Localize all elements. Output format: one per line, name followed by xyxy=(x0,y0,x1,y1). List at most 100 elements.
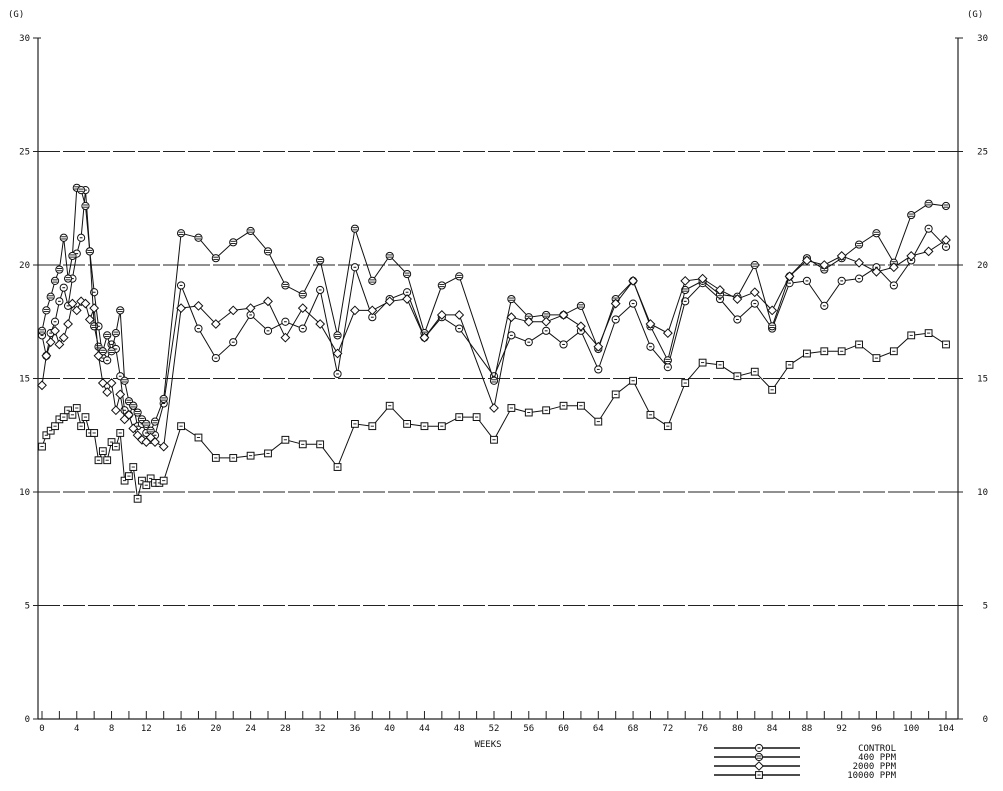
marker-shape xyxy=(367,305,378,316)
marker-shape xyxy=(124,409,134,420)
marker-shape xyxy=(419,332,430,343)
data-point xyxy=(103,356,112,365)
data-point xyxy=(103,331,112,340)
marker-shape xyxy=(63,319,73,329)
marker-shape xyxy=(115,389,126,400)
data-point xyxy=(419,332,430,343)
marker-shape xyxy=(111,329,120,338)
data-point xyxy=(64,406,72,415)
data-point xyxy=(854,274,864,283)
data-point xyxy=(489,376,499,385)
data-point xyxy=(437,422,446,431)
x-tick-label: 80 xyxy=(732,724,743,734)
data-point xyxy=(368,422,377,431)
marker-shape xyxy=(150,437,160,447)
marker-shape xyxy=(90,322,99,331)
marker-shape xyxy=(107,347,116,356)
data-point xyxy=(58,332,69,343)
marker-shape xyxy=(923,246,934,257)
data-point xyxy=(229,454,238,462)
data-point xyxy=(872,354,881,362)
data-point xyxy=(836,251,847,261)
data-point xyxy=(102,387,113,398)
data-point xyxy=(558,310,569,320)
data-point xyxy=(80,298,91,309)
data-point xyxy=(523,316,534,327)
data-point xyxy=(116,429,125,437)
legend-marker xyxy=(755,771,763,779)
data-point xyxy=(229,338,238,347)
data-point xyxy=(611,390,620,399)
data-point xyxy=(350,224,360,233)
data-point xyxy=(837,347,846,356)
data-point xyxy=(263,326,273,335)
data-point xyxy=(542,310,551,320)
data-point xyxy=(229,238,238,247)
marker-shape xyxy=(384,296,395,307)
data-point xyxy=(77,422,86,431)
y-tick-label-right: 20 xyxy=(977,261,988,271)
data-point xyxy=(506,312,517,323)
data-point xyxy=(116,306,125,315)
data-point xyxy=(854,240,864,249)
data-point xyxy=(68,251,77,261)
marker-shape xyxy=(128,423,139,434)
marker-shape xyxy=(158,441,169,452)
marker-shape xyxy=(455,272,464,281)
y-tick-label-left: 10 xyxy=(19,488,30,498)
marker-shape xyxy=(80,298,91,309)
data-point xyxy=(115,389,126,400)
data-point xyxy=(593,341,604,352)
data-point xyxy=(50,325,60,336)
legend-marker xyxy=(754,752,764,762)
data-point xyxy=(489,403,499,413)
marker-shape xyxy=(732,294,743,304)
data-point xyxy=(333,463,342,471)
data-point xyxy=(264,449,272,458)
data-point xyxy=(280,332,291,343)
data-point xyxy=(103,456,112,465)
x-tick-label: 88 xyxy=(802,724,813,734)
data-point xyxy=(210,319,221,329)
y-tick-label-left: 30 xyxy=(19,34,30,44)
data-point xyxy=(316,440,325,449)
data-point xyxy=(142,481,151,490)
data-point xyxy=(646,410,655,419)
data-point xyxy=(888,262,899,273)
x-tick-label: 28 xyxy=(280,724,291,734)
data-point xyxy=(316,285,325,295)
marker-shape xyxy=(662,328,673,339)
data-point xyxy=(594,417,603,426)
marker-shape xyxy=(116,306,125,315)
marker-shape xyxy=(194,233,203,242)
y-tick-label-left: 20 xyxy=(19,261,30,271)
marker-shape xyxy=(97,378,108,388)
marker-shape xyxy=(941,201,951,211)
data-point xyxy=(611,315,620,324)
x-tick-label: 48 xyxy=(454,724,465,734)
data-point xyxy=(45,337,56,348)
data-point xyxy=(176,303,186,314)
data-point xyxy=(59,283,68,292)
y-tick-label-left: 25 xyxy=(19,148,30,158)
data-point xyxy=(142,419,151,428)
y-tick-label-right: 5 xyxy=(983,602,988,612)
data-point xyxy=(384,296,395,307)
data-point xyxy=(333,369,342,379)
data-point xyxy=(281,281,290,290)
data-point xyxy=(837,276,846,285)
marker-shape xyxy=(507,294,516,304)
data-point xyxy=(628,275,638,286)
data-point xyxy=(228,305,239,316)
marker-shape xyxy=(110,405,121,416)
data-point xyxy=(629,376,637,385)
data-point xyxy=(111,329,120,338)
data-point xyxy=(802,276,812,285)
series-2000-ppm xyxy=(37,235,951,452)
data-point xyxy=(368,276,377,285)
marker-shape xyxy=(854,257,864,268)
data-point xyxy=(68,410,77,419)
y-tick-label-right: 30 xyxy=(977,34,988,44)
marker-shape xyxy=(402,269,412,279)
